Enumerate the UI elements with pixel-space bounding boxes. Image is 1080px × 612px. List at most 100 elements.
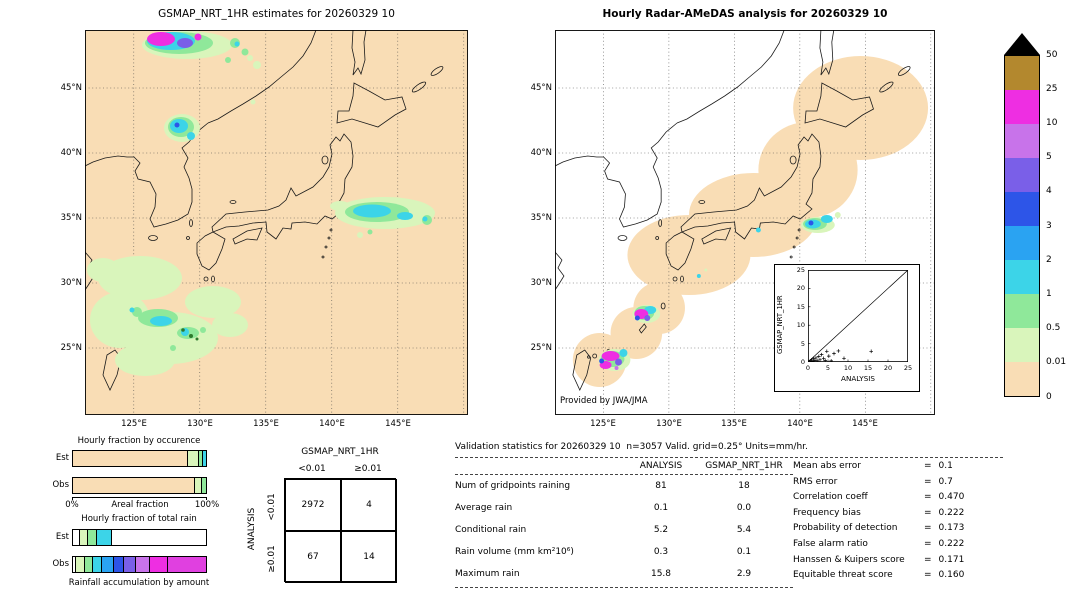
metric-line: Hanssen & Kuipers score = 0.171 xyxy=(793,555,1015,571)
stats-gsmap-value: 0.1 xyxy=(736,547,752,557)
stats-gsmap-value: 5.4 xyxy=(736,525,752,535)
stats-row-label: Maximum rain xyxy=(455,569,520,579)
colorbar-segments xyxy=(1004,55,1040,397)
metric-line: False alarm ratio = 0.222 xyxy=(793,539,1015,555)
left-lon-tick: 125°E xyxy=(121,419,147,429)
axis-tick xyxy=(72,497,73,500)
metric-value: 0.173 xyxy=(938,523,965,534)
stats-col-gsmap: GSMAP_NRT_1HR xyxy=(705,461,783,471)
stats-analysis-value: 81 xyxy=(655,481,667,491)
colorbar-segment xyxy=(1005,226,1039,260)
contingency-cell: 4 xyxy=(341,479,397,531)
bar-segment xyxy=(112,557,123,572)
bar-segment xyxy=(100,557,113,572)
right-lat-tick: 30°N xyxy=(530,278,552,288)
colorbar-tick-label: 1 xyxy=(1046,288,1052,299)
stats-row-label: Rain volume (mm km²10⁶) xyxy=(455,547,574,557)
inset-y-tick-label: 20 xyxy=(796,284,805,293)
metric-label: Correlation coeff xyxy=(793,492,868,503)
scatter-point xyxy=(818,357,822,362)
colorbar-segment xyxy=(1005,124,1039,158)
stats-gsmap-value: 18 xyxy=(738,481,750,491)
bar-segment xyxy=(166,557,207,572)
equals-sign: = xyxy=(924,570,932,581)
right-lon-tick: 135°E xyxy=(721,419,747,429)
occurrence-chart-title: Hourly fraction by occurence xyxy=(77,436,201,446)
inset-x-axis-label: ANALYSIS xyxy=(841,374,875,383)
bar-segment xyxy=(73,451,188,466)
left-map-title: GSMAP_NRT_1HR estimates for 20260329 10 xyxy=(158,8,395,20)
contingency-cell: 2972 xyxy=(285,479,341,531)
bar-segment xyxy=(83,557,93,572)
inset-y-tick-label: 15 xyxy=(796,302,805,311)
scatter-point xyxy=(815,359,819,362)
bar-segment xyxy=(79,530,87,545)
equals-sign: = xyxy=(924,461,932,471)
scatter-point xyxy=(869,349,873,354)
right-lat-tick: 45°N xyxy=(530,83,552,93)
metric-label: Equitable threat score xyxy=(793,570,893,581)
equals-sign: = xyxy=(924,492,932,503)
scatter-point xyxy=(813,358,817,362)
stats-row-label: Conditional rain xyxy=(455,525,527,535)
x-min-label: 0% xyxy=(65,500,79,510)
inset-y-axis-label: GSMAP_NRT_1HR xyxy=(776,295,784,355)
inset-plot xyxy=(808,270,908,362)
colorbar-tick-label: 10 xyxy=(1046,117,1058,128)
inset-y-tick-label: 5 xyxy=(800,339,805,348)
colorbar-tick-label: 4 xyxy=(1046,186,1052,197)
contingency-title: GSMAP_NRT_1HR xyxy=(301,447,379,457)
scatter-point xyxy=(832,351,836,356)
colorbar-tick-label: 2 xyxy=(1046,254,1052,265)
bar-segment xyxy=(187,451,198,466)
gsmap-estimates-map xyxy=(85,30,468,415)
inset-y-tick-label: 0 xyxy=(800,358,805,366)
occurrence-est-bar xyxy=(72,450,207,467)
scatter-point xyxy=(821,356,826,361)
right-lon-tick: 140°E xyxy=(787,419,813,429)
est-row-label: Est xyxy=(55,532,69,542)
colorbar-segment xyxy=(1005,158,1039,192)
scatter-point xyxy=(810,359,815,362)
bar-segment xyxy=(149,557,167,572)
left-lon-tick: 135°E xyxy=(253,419,279,429)
contingency-row-label: ≥0.01 xyxy=(267,545,277,573)
stats-header: Validation statistics for 20260329 10 n=… xyxy=(455,442,808,452)
occurrence-obs-bar xyxy=(72,477,207,494)
contingency-cell: 14 xyxy=(341,531,397,583)
metric-value: 0.171 xyxy=(938,554,965,565)
stats-analysis-value: 5.2 xyxy=(653,525,669,535)
skill-metrics-list: Mean abs error = 0.1 RMS error = 0.7 Correla… xyxy=(793,461,1015,586)
equals-sign: = xyxy=(924,507,932,518)
colorbar-tick-label: 25 xyxy=(1046,83,1058,94)
metric-label: Mean abs error xyxy=(793,461,861,471)
bar-segment xyxy=(134,557,150,572)
bar-segment xyxy=(86,530,96,545)
metric-value: 0.222 xyxy=(938,538,965,549)
stats-table: ANALYSIS GSMAP_NRT_1HR Num of gridpoints… xyxy=(455,461,793,588)
bar-segment xyxy=(122,557,135,572)
metric-line: Correlation coeff = 0.470 xyxy=(793,492,1015,508)
metric-label: Hanssen & Kuipers score xyxy=(793,554,905,565)
metric-value: 0.222 xyxy=(938,507,965,518)
metric-line: Mean abs error = 0.1 xyxy=(793,461,1015,477)
scatter-point xyxy=(836,349,841,353)
bar-segment xyxy=(202,451,206,466)
colorbar-segment xyxy=(1005,56,1039,90)
scatter-point xyxy=(823,358,827,362)
metric-label: Frequency bias xyxy=(793,507,861,518)
x-max-label: 100% xyxy=(194,500,220,510)
metric-line: Equitable threat score = 0.160 xyxy=(793,570,1015,586)
inset-x-tick-label: 0 xyxy=(805,364,811,372)
contingency-table-block: GSMAP_NRT_1HR <0.01 ≥0.01 ANALYSIS <0.01… xyxy=(232,440,442,605)
colorbar-labels: 50 25 10 5 4 3 2 1 0.5 0.01 0 xyxy=(1046,33,1080,402)
est-row-label: Est xyxy=(55,453,69,463)
left-lat-tick: 40°N xyxy=(60,148,82,158)
bar-segment xyxy=(73,530,80,545)
inset-x-tick-label: 20 xyxy=(883,364,893,372)
radar-coverage-area xyxy=(572,56,929,387)
metric-value: 0.160 xyxy=(938,570,965,581)
inset-x-tick-label: 15 xyxy=(863,364,873,372)
scatter-point xyxy=(811,356,816,361)
validation-inset: GSMAP_NRT_1HR ANALYSIS 0 5 10 15 20 25 0 5 10 15 2… xyxy=(774,264,920,392)
